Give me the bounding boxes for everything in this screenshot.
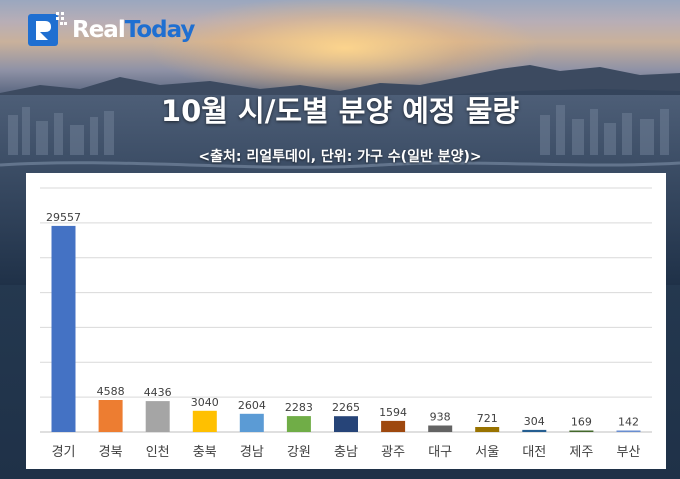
data-label: 4436: [144, 386, 172, 399]
data-label: 721: [477, 412, 498, 425]
bar-2: [98, 400, 123, 432]
bar-chart: 29557 경기 4588 경북 4436 인천 3040 충북 2604 경남 2283 강원 226…: [40, 187, 652, 460]
data-label: 1594: [379, 406, 407, 419]
bar-6: [286, 416, 311, 432]
bar-7: [334, 416, 358, 432]
bar-3: [145, 401, 170, 432]
x-tick-label: 경남: [240, 445, 264, 460]
brand-name-real: Real: [72, 17, 126, 43]
data-label: 938: [430, 411, 451, 424]
brand-logo: RealToday: [26, 10, 226, 50]
bar-10: [475, 427, 500, 432]
x-tick-label: 경기: [52, 445, 76, 460]
data-label: 2265: [332, 401, 360, 414]
bar-1: [51, 225, 76, 432]
bar-9: [428, 425, 453, 432]
x-tick-label: 대구: [428, 445, 452, 460]
bar-11: [522, 429, 547, 432]
data-label: 304: [524, 415, 545, 428]
chart-subtitle: <출처: 리얼투데이, 단위: 가구 수(일반 분양)>: [198, 149, 482, 165]
bar-4: [192, 410, 217, 432]
x-tick-label: 부산: [617, 445, 641, 460]
brand-name-today: Today: [124, 17, 196, 43]
chart-panel: 29557 경기 4588 경북 4436 인천 3040 충북 2604 경남 2283 강원 226…: [26, 173, 666, 469]
data-label: 4588: [97, 385, 125, 398]
bar-8: [381, 420, 406, 432]
x-tick-label: 충북: [193, 445, 217, 460]
data-label: 2604: [238, 399, 266, 412]
x-tick-label: 서울: [475, 445, 499, 460]
data-label: 29557: [46, 211, 81, 224]
chart-title: 10월 시/도별 분양 예정 물량: [160, 94, 520, 128]
data-label: 2283: [285, 401, 313, 414]
x-tick-label: 충남: [334, 445, 358, 460]
x-tick-label: 제주: [569, 445, 593, 460]
brand-name: RealToday: [72, 17, 196, 43]
bar-13: [616, 430, 641, 432]
bar-12: [569, 430, 594, 432]
x-tick-label: 경북: [99, 445, 123, 460]
data-label: 142: [618, 416, 639, 429]
x-tick-label: 인천: [146, 445, 170, 460]
x-tick-label: 대전: [522, 445, 546, 460]
data-label: 3040: [191, 396, 219, 409]
x-tick-label: 광주: [381, 445, 405, 460]
bar-5: [239, 413, 264, 432]
logo-mark-icon: [28, 12, 67, 46]
data-label: 169: [571, 416, 592, 429]
x-tick-label: 강원: [287, 445, 311, 460]
